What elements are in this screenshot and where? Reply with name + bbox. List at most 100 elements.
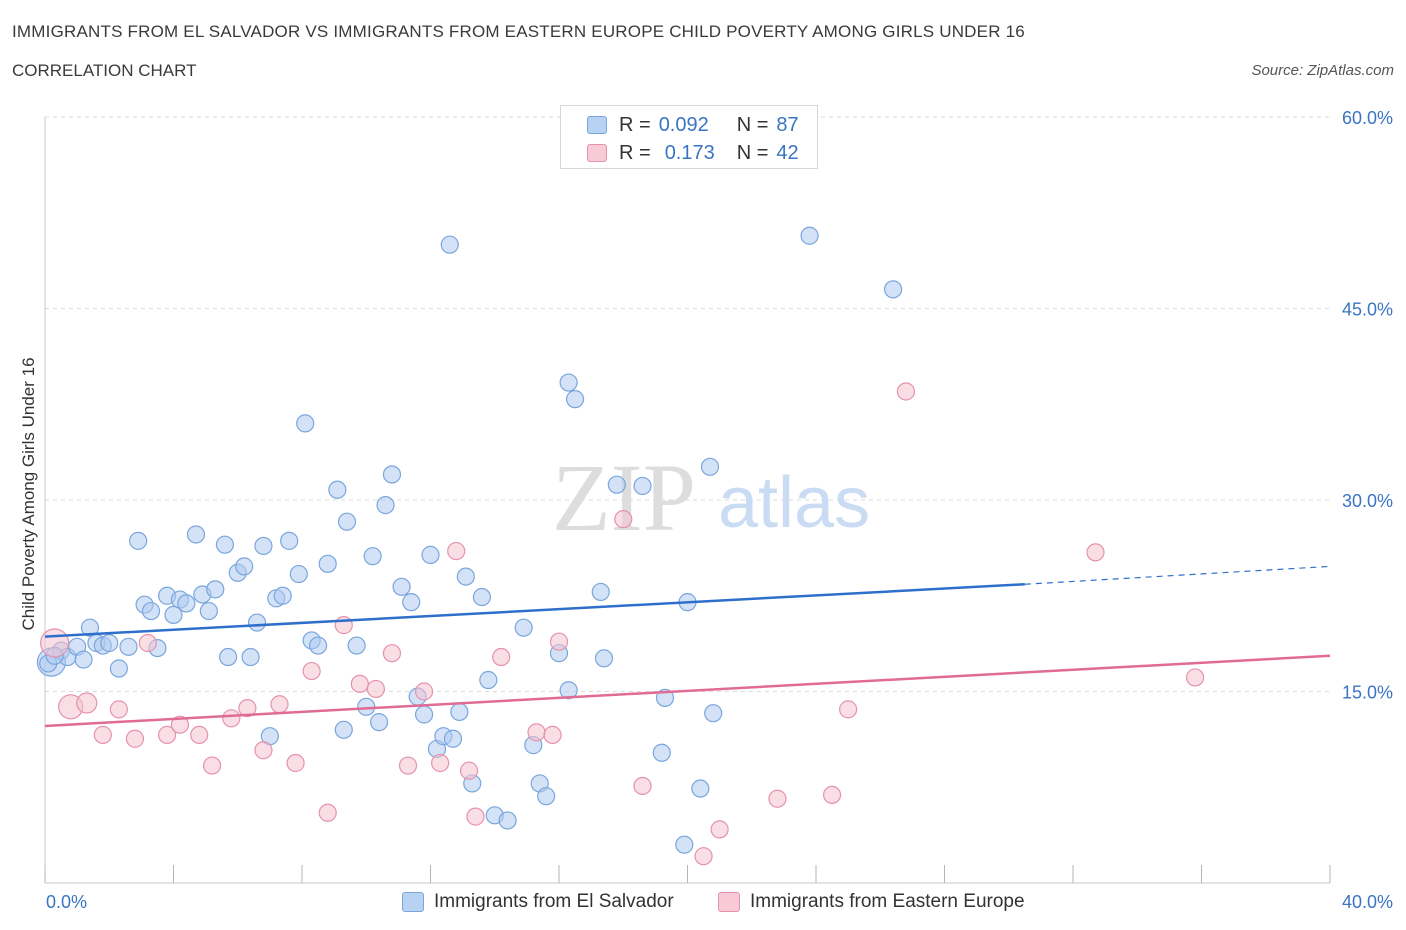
data-point-el-salvador <box>100 633 119 653</box>
data-point-eastern-europe <box>202 756 222 775</box>
data-point-eastern-europe <box>459 761 479 780</box>
data-point-el-salvador <box>247 613 267 632</box>
bottom-legend-eastern-europe: Immigrants from Eastern Europe <box>718 889 1025 915</box>
data-point-el-salvador <box>800 226 819 245</box>
data-point-eastern-europe <box>350 674 369 693</box>
data-point-eastern-europe <box>633 776 652 796</box>
data-point-eastern-europe <box>238 698 257 718</box>
data-point-el-salvador <box>273 586 292 605</box>
data-point-eastern-europe <box>93 725 112 745</box>
data-point-el-salvador <box>235 557 254 576</box>
data-point-eastern-europe <box>40 628 70 658</box>
data-point-el-salvador <box>607 475 626 494</box>
data-point-eastern-europe <box>302 661 321 681</box>
data-point-el-salvador <box>376 496 395 515</box>
data-point-eastern-europe <box>492 647 511 667</box>
y-tick-label: 45.0% <box>1342 300 1393 320</box>
data-point-eastern-europe <box>414 682 434 701</box>
data-point-el-salvador <box>440 235 459 254</box>
data-point-el-salvador <box>421 545 440 564</box>
data-point-eastern-europe <box>527 723 546 742</box>
data-point-eastern-europe <box>222 709 241 728</box>
data-point-el-salvador <box>479 670 498 690</box>
chart-subtitle: CORRELATION CHART <box>12 61 197 80</box>
data-point-el-salvador <box>337 512 357 531</box>
data-point-el-salvador <box>318 554 337 573</box>
data-point-el-salvador <box>704 704 723 723</box>
data-point-eastern-europe <box>109 700 128 719</box>
data-point-eastern-europe <box>76 692 98 714</box>
data-point-el-salvador <box>129 531 148 550</box>
data-point-el-salvador <box>80 618 100 637</box>
data-point-eastern-europe <box>382 644 402 663</box>
data-point-el-salvador <box>296 414 315 433</box>
data-point-el-salvador <box>241 647 260 667</box>
legend-row-el-salvador: R = 0.092 N = 87 <box>587 113 799 137</box>
data-point-eastern-europe <box>710 820 729 839</box>
legend-swatch-blue <box>587 116 607 134</box>
trend-line-eastern-europe <box>44 654 1331 728</box>
data-point-el-salvador <box>308 636 328 655</box>
data-point-el-salvador <box>328 480 347 499</box>
data-point-el-salvador <box>633 476 652 496</box>
data-point-el-salvador <box>514 618 533 637</box>
data-point-eastern-europe <box>896 382 916 401</box>
bottom-legend-swatch-blue <box>402 892 424 912</box>
data-point-el-salvador <box>675 835 694 854</box>
legend-row-eastern-europe: R = 0.173 N = 42 <box>587 141 799 165</box>
data-point-el-salvador <box>370 713 389 732</box>
axis-layer: 15.0% 30.0% 45.0% 60.0% 0.0% 40.0% <box>44 108 1393 912</box>
watermark-atlas: atlas <box>718 463 870 543</box>
data-point-el-salvador <box>402 593 421 612</box>
watermark: ZIP atlas <box>552 444 870 551</box>
legend-r-label: R = <box>619 113 651 136</box>
data-point-eastern-europe <box>694 847 713 866</box>
data-point-eastern-europe <box>270 695 289 714</box>
data-point-el-salvador <box>883 280 903 299</box>
data-point-el-salvador <box>280 531 299 550</box>
legend-n-value: 87 <box>776 113 799 136</box>
y-axis-label: Child Poverty Among Girls Under 16 <box>19 357 38 630</box>
data-point-eastern-europe <box>190 725 209 745</box>
bottom-legend-label: Immigrants from Eastern Europe <box>750 891 1025 912</box>
legend-r-value: 0.173 <box>664 141 715 164</box>
data-point-el-salvador <box>141 601 161 621</box>
data-point-el-salvador <box>334 720 353 739</box>
data-point-el-salvador <box>559 373 578 392</box>
legend-r-label: R = <box>619 141 651 164</box>
data-point-eastern-europe <box>1185 668 1205 687</box>
data-point-eastern-europe <box>398 756 418 775</box>
data-point-el-salvador <box>537 787 556 806</box>
data-point-el-salvador <box>655 688 675 707</box>
data-point-el-salvador <box>565 390 585 409</box>
data-point-eastern-europe <box>254 741 273 760</box>
data-point-eastern-europe <box>125 729 145 748</box>
watermark-zip: ZIP <box>552 444 696 551</box>
data-point-eastern-europe <box>431 753 450 773</box>
data-point-el-salvador <box>652 743 671 762</box>
data-point-eastern-europe <box>614 510 633 529</box>
x-tick-label: 0.0% <box>46 892 87 912</box>
legend-n-value: 42 <box>776 141 799 164</box>
data-point-eastern-europe <box>366 679 385 699</box>
data-point-el-salvador <box>119 637 138 656</box>
data-point-eastern-europe <box>286 753 305 773</box>
data-point-el-salvador <box>186 525 206 544</box>
correlation-legend: R = 0.092 N = 87 R = 0.173 N = 42 <box>560 105 818 169</box>
data-point-el-salvador <box>206 580 225 599</box>
trend-line-el-salvador <box>44 583 1025 638</box>
y-tick-label: 60.0% <box>1342 108 1393 128</box>
data-point-eastern-europe <box>318 803 337 822</box>
data-point-el-salvador <box>363 547 382 566</box>
data-point-eastern-europe <box>157 725 177 745</box>
data-point-el-salvador <box>109 659 128 678</box>
data-point-el-salvador <box>254 536 273 556</box>
trend-layer <box>44 565 1331 728</box>
data-point-eastern-europe <box>839 700 858 719</box>
data-point-el-salvador <box>219 647 238 667</box>
data-point-el-salvador <box>498 811 517 830</box>
data-point-eastern-europe <box>549 632 569 651</box>
data-point-eastern-europe <box>170 715 190 734</box>
data-point-el-salvador <box>450 702 469 722</box>
